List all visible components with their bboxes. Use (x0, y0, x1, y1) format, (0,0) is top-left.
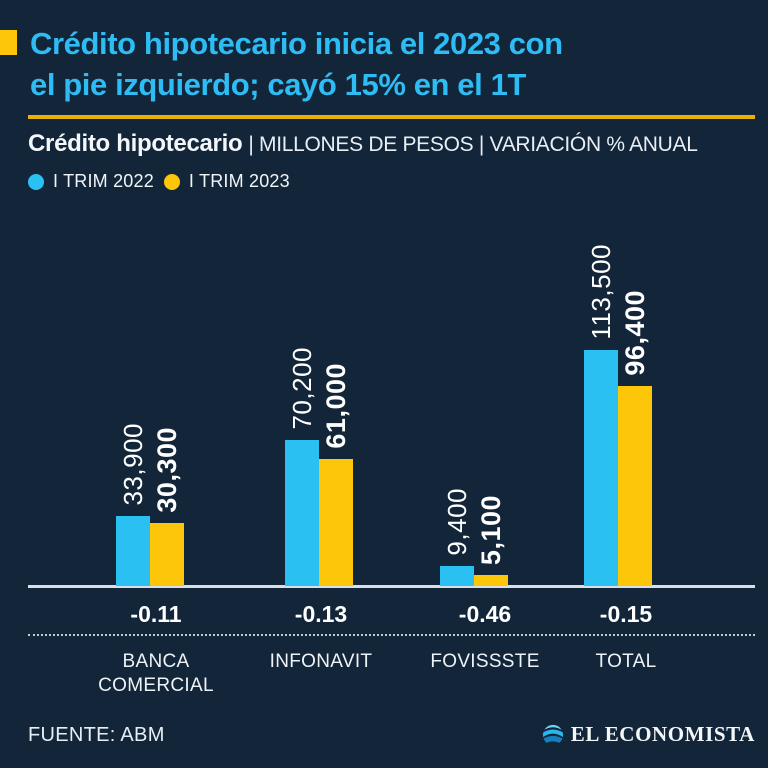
brand-name: EL ECONOMISTA (570, 722, 755, 746)
variation-value-total: -0.15 (599, 601, 653, 627)
bar-value-total-2023: 96,400 (619, 290, 650, 376)
legend-label-2023: I TRIM 2023 (188, 171, 290, 191)
legend: I TRIM 2022 I TRIM 2023 (28, 171, 290, 192)
bar-value-infonavit-2022: 70,200 (287, 347, 317, 430)
variation-value-infonavit: -0.13 (294, 601, 348, 627)
chart-subtitle: Crédito hipotecario | MILLONES DE PESOS |… (28, 130, 758, 158)
subtitle-title: Crédito hipotecario (28, 130, 243, 157)
legend-dot-2023-icon (163, 173, 180, 190)
brand-logo: EL ECONOMISTA (542, 722, 755, 747)
bar-value-total-2022: 113,500 (586, 244, 616, 340)
legend-label-2022: I TRIM 2022 (53, 171, 154, 191)
bar-banca-comercial-2022 (116, 516, 150, 586)
divider-rule (28, 115, 755, 119)
variation-value-banca-comercial: -0.11 (130, 601, 182, 627)
bar-value-fovissste-2022: 9,400 (442, 488, 472, 556)
legend-item-2023: I TRIM 2023 (163, 171, 290, 192)
subtitle-units: | MILLONES DE PESOS | VARIACIÓN % ANUAL (248, 133, 698, 156)
category-label-fovissste: FOVISSSTE (430, 651, 540, 672)
bar-fovissste-2023 (474, 575, 508, 586)
bar-infonavit-2022 (285, 440, 319, 586)
bar-value-fovissste-2023: 5,100 (475, 494, 506, 565)
headline-line2: el pie izquierdo; cayó 15% en el 1T (30, 67, 526, 102)
category-label-banca-comercial: BANCA COMERCIAL (98, 651, 214, 696)
x-axis-line (28, 585, 755, 588)
bar-total-2023 (618, 386, 652, 586)
bar-total-2022 (584, 350, 618, 586)
source-label: FUENTE: ABM (28, 724, 165, 746)
bar-banca-comercial-2023 (150, 523, 184, 586)
bar-infonavit-2023 (319, 459, 353, 586)
variation-value-fovissste: -0.46 (458, 601, 512, 627)
bar-fovissste-2022 (440, 566, 474, 586)
category-label-total: TOTAL (595, 651, 657, 672)
bar-value-banca-comercial-2022: 33,900 (118, 423, 148, 506)
bar-value-banca-comercial-2023: 30,300 (151, 427, 182, 513)
legend-dot-2022-icon (28, 173, 44, 190)
bar-value-infonavit-2023: 61,000 (320, 363, 351, 449)
accent-square (0, 30, 17, 55)
dotted-divider (28, 634, 755, 636)
headline: Crédito hipotecario inicia el 2023 con el… (30, 23, 563, 105)
legend-item-2022: I TRIM 2022 (28, 171, 154, 192)
headline-line1: Crédito hipotecario inicia el 2023 con (30, 26, 563, 61)
category-label-infonavit: INFONAVIT (269, 651, 373, 672)
el-economista-swirl-icon (542, 724, 563, 745)
